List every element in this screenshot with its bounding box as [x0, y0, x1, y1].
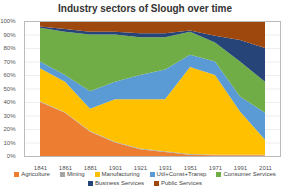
svg-text:1881: 1881: [84, 165, 98, 170]
svg-text:1901: 1901: [109, 165, 123, 170]
svg-text:0%: 0%: [7, 153, 16, 159]
html-text:Agriculture: Agriculture: [21, 171, 50, 177]
svg-text:1971: 1971: [209, 165, 223, 170]
svg-text:30%: 30%: [3, 113, 16, 119]
svg-text:1951: 1951: [184, 165, 198, 170]
svg-text:90%: 90%: [3, 32, 16, 38]
svg-text:1841: 1841: [34, 165, 48, 170]
svg-text:50%: 50%: [3, 86, 16, 92]
html-text:Business Services: Business Services: [95, 180, 144, 186]
svg-text:40%: 40%: [3, 99, 16, 105]
svg-text:2011: 2011: [259, 165, 273, 170]
svg-text:100%: 100%: [0, 18, 16, 24]
html-text:Mining: Mining: [66, 171, 85, 177]
html-text:Consumer Services: Consumer Services: [223, 171, 276, 177]
svg-text:70%: 70%: [3, 59, 16, 65]
svg-text:1861: 1861: [59, 165, 73, 170]
svg-text:60%: 60%: [3, 72, 16, 78]
svg-text:1921: 1921: [134, 165, 148, 170]
svg-text:1931: 1931: [159, 165, 173, 170]
html-text:Util+Const+Transp: Util+Const+Transp: [156, 171, 207, 177]
html-text:Industry sectors of Slough ove: Industry sectors of Slough over time: [58, 3, 232, 14]
svg-text:20%: 20%: [3, 126, 16, 132]
svg-text:80%: 80%: [3, 45, 16, 51]
svg-text:1991: 1991: [234, 165, 248, 170]
svg-text:10%: 10%: [3, 140, 16, 146]
html-text:Manufacturing: Manufacturing: [101, 171, 140, 177]
html-text:Public Services: Public Services: [161, 180, 202, 186]
